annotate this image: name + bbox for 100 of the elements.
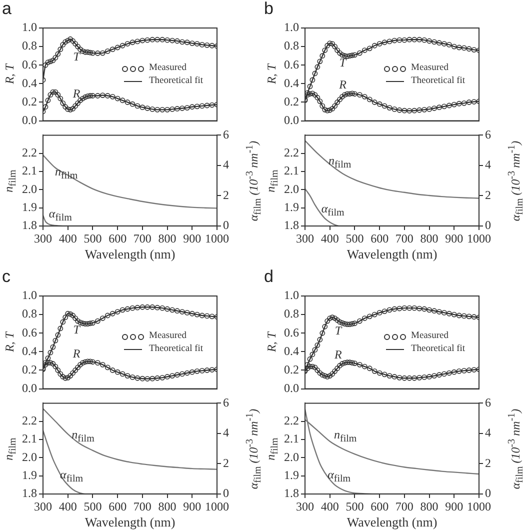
annotation: n$_{film}$ [328,154,352,172]
annotation: α$_{film}$ [328,467,351,485]
y-tick-label: 0.6 [22,57,37,72]
y-tick-label: 1.0 [22,20,37,34]
y-tick-label: 0.4 [22,76,37,90]
annotation: T [334,324,342,339]
y-tick-label: 0.4 [284,344,299,358]
x-tick-label: 600 [108,231,127,246]
y-tick-label: 0.2 [22,362,37,376]
x-axis-title: Wavelength (nm) [346,246,438,262]
x-axis-title: Wavelength (nm) [84,514,176,530]
x-tick-label: 700 [395,231,414,246]
y-tick-label: 2.1 [284,432,299,446]
y2-tick-label: 2 [223,456,229,470]
y-tick-label: 2.1 [22,164,37,178]
y-tick-label: 1.0 [22,288,37,302]
x-tick-label: 400 [320,231,339,246]
y-axis-title: R, T [264,64,280,84]
x-tick-label: 900 [445,231,464,246]
y-tick-label: 1.8 [22,218,37,232]
y-axis-title: R, T [2,332,18,352]
x-axis-title: Wavelength (nm) [84,246,176,262]
x-tick-label: 300 [34,499,52,514]
y-tick-label: 0.8 [22,38,37,53]
y2-tick-label: 2 [223,188,229,202]
y-tick-label: 0.0 [22,112,37,127]
legend-label: Theoretical fit [149,343,204,356]
y-tick-label: 0.0 [284,380,299,395]
legend-label: Theoretical fit [411,75,466,88]
y2-tick-label: 4 [223,426,229,440]
x-tick-label: 1000 [467,231,491,246]
y2-tick-label: 6 [485,395,491,410]
x-tick-label: 800 [158,499,176,514]
y2-tick-label: 6 [223,395,229,410]
y-tick-label: 1.9 [284,468,299,482]
x-tick-label: 400 [58,231,77,246]
x-tick-label: 400 [58,499,77,514]
x-tick-label: 500 [346,499,364,514]
y-axis-title: R, T [2,64,18,84]
y-tick-label: 0.4 [22,344,37,358]
y2-tick-label: 6 [485,127,491,142]
x-tick-label: 500 [346,231,364,246]
y2-tick-label: 0 [223,218,229,232]
y-tick-label: 0.0 [22,380,37,395]
x-tick-label: 900 [445,499,464,514]
y2-tick-label: 4 [485,158,491,172]
x-tick-label: 300 [296,231,314,246]
annotation: R [339,77,346,92]
legend-label: Measured [411,62,448,76]
x-tick-label: 300 [296,499,314,514]
y-tick-label: 0.6 [284,325,299,340]
x-tick-label: 700 [133,231,152,246]
y-tick-label: 2.2 [22,414,37,428]
y-tick-label: 2.0 [284,182,299,196]
legend-label: Measured [149,330,186,344]
legend-label: Measured [149,62,186,76]
x-tick-label: 300 [34,231,52,246]
y-tick-label: 2.0 [22,450,37,464]
y-tick-label: 1.0 [284,288,299,302]
text: c [2,267,10,287]
y-tick-label: 0.8 [22,306,37,321]
y2-tick-label: 0 [485,486,491,500]
legend-label: Theoretical fit [411,343,466,356]
text: a [2,0,12,19]
y-tick-label: 1.8 [22,486,37,500]
x-tick-label: 500 [84,231,102,246]
annotation: n$_{film}$ [72,427,94,445]
y-tick-label: 1.9 [284,200,299,214]
y-tick-label: 0.2 [22,94,37,108]
y-tick-label: 1.8 [284,218,299,232]
text: b [264,0,274,19]
y2-tick-label: 4 [223,158,229,172]
y-tick-label: 0.8 [284,38,299,53]
y-tick-label: 0.2 [284,362,299,376]
annotation: α$_{film}$ [321,200,344,218]
x-tick-label: 600 [370,231,389,246]
y-tick-label: 1.8 [284,486,299,500]
annotation: α$_{film}$ [60,467,84,485]
x-tick-label: 500 [84,499,102,514]
y-tick-label: 0.8 [284,306,299,321]
x-tick-label: 800 [158,231,176,246]
x-tick-label: 700 [133,499,152,514]
x-tick-label: 900 [183,231,202,246]
annotation: T [73,49,80,64]
annotation: R [72,86,80,102]
annotation: R [334,348,342,363]
y-tick-label: 2.2 [22,146,37,160]
y2-tick-label: 0 [223,486,229,500]
x-tick-label: 1000 [205,499,229,514]
y-tick-label: 2.2 [284,414,299,428]
y-tick-label: 1.9 [22,200,37,214]
y2-tick-label: 2 [485,188,491,202]
x-axis-title: Wavelength (nm) [346,514,438,530]
y-tick-label: 0.6 [284,57,299,72]
y-tick-label: 0.4 [284,76,299,90]
y2-tick-label: 4 [485,426,491,440]
y2-tick-label: 6 [223,127,229,142]
y-tick-label: 0.2 [284,94,299,108]
y-tick-label: 1.9 [22,468,37,482]
x-tick-label: 1000 [205,231,229,246]
